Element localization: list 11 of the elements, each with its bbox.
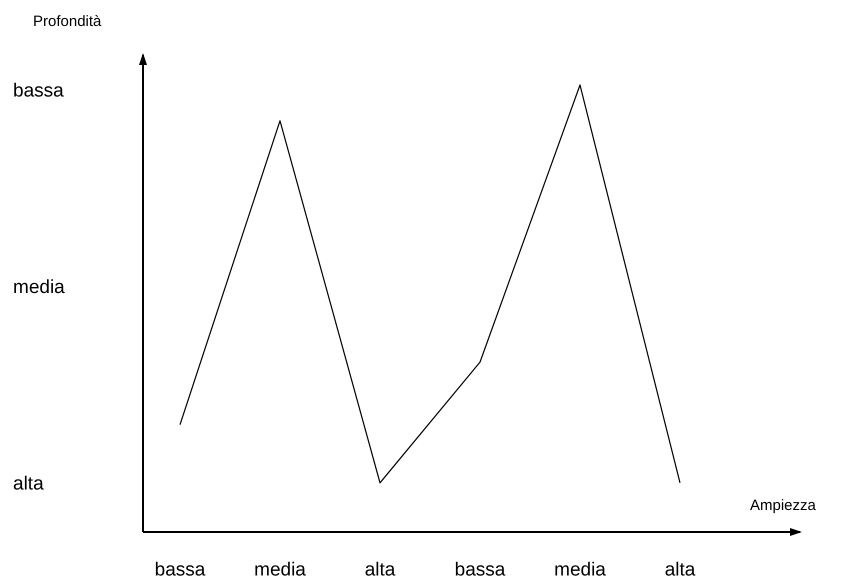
text: bassa bbox=[13, 80, 64, 102]
x-tick-label: bassa bbox=[454, 559, 506, 580]
text: media bbox=[13, 277, 66, 298]
x-tick-label: alta bbox=[364, 559, 396, 580]
x-axis-title: Ampiezza bbox=[750, 497, 817, 514]
text: alta bbox=[13, 474, 44, 495]
x-tick-label: bassa bbox=[154, 559, 206, 580]
y-axis-title: Profondità bbox=[33, 13, 102, 30]
x-tick-label: alta bbox=[664, 559, 696, 580]
x-tick-label: media bbox=[254, 559, 306, 580]
x-tick-label: media bbox=[554, 559, 606, 580]
